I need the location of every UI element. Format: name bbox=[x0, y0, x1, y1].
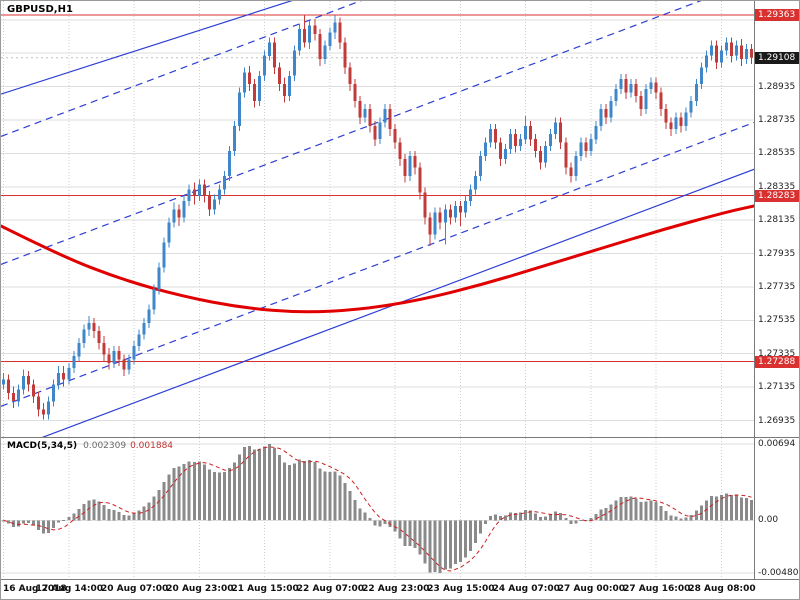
macd-histogram bbox=[2, 444, 753, 573]
price-axis-label: 1.27935 bbox=[758, 248, 796, 259]
price-axis-label: 1.26935 bbox=[758, 415, 796, 426]
time-axis-label: 27 Aug 16:00 bbox=[623, 584, 691, 594]
price-axis-label: 1.28535 bbox=[758, 148, 796, 159]
price-axis-label: 1.27735 bbox=[758, 281, 796, 292]
macd-grid-layer bbox=[1, 438, 754, 579]
macd-signal-value: 0.001884 bbox=[130, 441, 174, 451]
time-axis-label: 24 Aug 07:00 bbox=[492, 584, 560, 594]
macd-axis-label: 0.00 bbox=[758, 515, 779, 526]
time-axis-label: 20 Aug 23:00 bbox=[166, 584, 234, 594]
time-axis-label: 21 Aug 15:00 bbox=[231, 584, 299, 594]
price-axis-label: 1.28335 bbox=[758, 181, 796, 192]
price-level-badge: 1.29363 bbox=[755, 9, 799, 22]
price-chart-canvas[interactable] bbox=[1, 1, 754, 437]
pane-separator-bottom[interactable] bbox=[1, 579, 799, 580]
current-price-badge: 1.29108 bbox=[755, 51, 799, 64]
price-axis-label: 1.27535 bbox=[758, 315, 796, 326]
macd-canvas[interactable] bbox=[1, 438, 754, 579]
pane-separator-top[interactable] bbox=[1, 437, 799, 438]
price-level-badge: 1.28283 bbox=[755, 189, 799, 202]
time-axis-label: 16 Aug 2018 bbox=[3, 584, 67, 594]
macd-indicator-label: MACD(5,34,5) 0.002309 0.001884 bbox=[7, 441, 173, 451]
macd-main-value: 0.002309 bbox=[83, 441, 127, 451]
time-axis-label: 22 Aug 23:00 bbox=[362, 584, 430, 594]
macd-axis-label: 0.00694 bbox=[758, 439, 796, 449]
trendlines-layer[interactable] bbox=[1, 1, 754, 437]
price-axis-label: 1.28135 bbox=[758, 215, 796, 226]
candles-layer bbox=[2, 15, 753, 420]
grid-layer bbox=[1, 1, 754, 437]
axis-separator[interactable] bbox=[754, 1, 755, 579]
price-axis-label: 1.28735 bbox=[758, 115, 796, 125]
time-axis-label: 20 Aug 07:00 bbox=[101, 584, 169, 594]
time-axis-label: 27 Aug 00:00 bbox=[557, 584, 626, 594]
price-axis-label: 1.28935 bbox=[758, 81, 796, 92]
chart-title: GBPUSD,H1 bbox=[7, 4, 73, 15]
price-axis[interactable]: 1.28935 1.28735 1.28535 1.28335 1.28135 1.279… bbox=[755, 1, 799, 579]
macd-signal-line bbox=[3, 446, 752, 572]
time-axis-label: 22 Aug 07:00 bbox=[296, 584, 365, 594]
time-axis-label: 17 Aug 14:00 bbox=[35, 584, 104, 594]
symbol-timeframe-label: GBPUSD,H1 bbox=[7, 4, 73, 15]
horizontal-level-lines[interactable] bbox=[1, 14, 754, 363]
price-level-badge: 1.27288 bbox=[755, 355, 799, 368]
macd-axis-label: -0.00480 bbox=[758, 568, 799, 578]
time-axis-label: 23 Aug 15:00 bbox=[427, 584, 495, 594]
macd-name: MACD(5,34,5) bbox=[7, 441, 78, 451]
price-axis-label: 1.27135 bbox=[758, 382, 796, 393]
price-axis-label: 1.27335 bbox=[758, 348, 796, 359]
time-axis-label: 28 Aug 08:00 bbox=[688, 584, 756, 594]
moving-average-line[interactable] bbox=[1, 204, 754, 314]
time-axis[interactable]: 16 Aug 2018 17 Aug 14:00 20 Aug 07:00 20 Au… bbox=[1, 580, 799, 599]
